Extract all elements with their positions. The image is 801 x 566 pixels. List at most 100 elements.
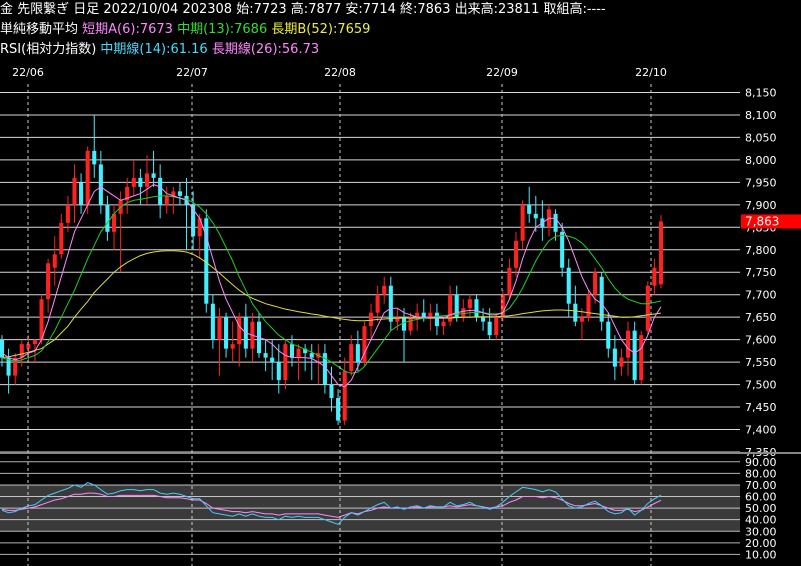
- candle-body[interactable]: [336, 398, 341, 421]
- candle-body[interactable]: [481, 317, 486, 322]
- candle-body[interactable]: [632, 330, 637, 381]
- candlestick-series[interactable]: [0, 114, 664, 426]
- candle-body[interactable]: [197, 218, 202, 237]
- candle-body[interactable]: [494, 317, 499, 336]
- candle-body[interactable]: [224, 317, 229, 349]
- candle-body[interactable]: [645, 285, 650, 331]
- candle-body[interactable]: [171, 191, 176, 196]
- x-label-2210: 22/10: [635, 66, 667, 79]
- candle-body[interactable]: [19, 344, 24, 358]
- candle-body[interactable]: [177, 191, 182, 196]
- candle-body[interactable]: [639, 335, 644, 381]
- candle-body[interactable]: [72, 177, 77, 205]
- candle-body[interactable]: [606, 321, 611, 349]
- candle-body[interactable]: [448, 294, 453, 322]
- candle-body[interactable]: [138, 177, 143, 187]
- candle-body[interactable]: [309, 353, 314, 358]
- candle-body[interactable]: [375, 294, 380, 313]
- candle-body[interactable]: [151, 173, 156, 178]
- candle-body[interactable]: [296, 348, 301, 358]
- candle-body[interactable]: [283, 344, 288, 381]
- price-pane[interactable]: 8,1508,1008,0508,0007,9507,9007,8507,800…: [0, 86, 801, 459]
- candle-body[interactable]: [191, 204, 196, 237]
- candle-body[interactable]: [355, 344, 360, 363]
- candle-body[interactable]: [0, 339, 5, 358]
- candle-body[interactable]: [461, 308, 466, 318]
- candle-body[interactable]: [520, 204, 525, 241]
- candle-body[interactable]: [500, 294, 505, 318]
- candle-body[interactable]: [415, 312, 420, 318]
- candle-body[interactable]: [164, 195, 169, 205]
- candle-body[interactable]: [507, 267, 512, 295]
- candle-body[interactable]: [652, 267, 657, 286]
- candle-body[interactable]: [421, 312, 426, 318]
- candle-body[interactable]: [454, 294, 459, 318]
- candle-body[interactable]: [237, 317, 242, 345]
- candle-body[interactable]: [230, 344, 235, 349]
- candle-body[interactable]: [65, 204, 70, 223]
- candle-body[interactable]: [59, 222, 64, 255]
- candle-body[interactable]: [395, 317, 400, 322]
- candle-body[interactable]: [46, 263, 51, 300]
- candle-body[interactable]: [144, 173, 150, 187]
- candle-body[interactable]: [92, 150, 97, 165]
- candle-body[interactable]: [349, 344, 354, 372]
- candle-body[interactable]: [276, 362, 281, 381]
- candle-body[interactable]: [52, 254, 57, 268]
- candle-body[interactable]: [382, 285, 387, 295]
- candle-body[interactable]: [329, 384, 334, 399]
- rsi-pane[interactable]: 90.0080.0070.0060.0050.0040.0030.0020.00…: [0, 456, 777, 562]
- candle-body[interactable]: [434, 312, 439, 327]
- rsi-mid-legend: 中期線(14):61.16: [100, 42, 208, 57]
- candle-body[interactable]: [263, 353, 268, 358]
- candle-body[interactable]: [612, 348, 617, 367]
- candle-body[interactable]: [428, 312, 433, 318]
- candle-body[interactable]: [98, 164, 103, 205]
- candle-body[interactable]: [368, 312, 374, 327]
- candle-body[interactable]: [441, 321, 446, 327]
- candle-body[interactable]: [467, 299, 472, 309]
- candle-body[interactable]: [125, 186, 130, 201]
- candle-body[interactable]: [85, 150, 90, 205]
- candle-body[interactable]: [105, 204, 110, 232]
- candle-body[interactable]: [487, 321, 492, 336]
- candle-body[interactable]: [593, 272, 598, 295]
- rsi-long-legend: 長期線(26):56.73: [211, 42, 320, 57]
- candle-body[interactable]: [6, 357, 11, 376]
- candle-body[interactable]: [289, 344, 295, 358]
- candle-body[interactable]: [131, 177, 136, 187]
- candle-body[interactable]: [204, 218, 209, 304]
- candle-body[interactable]: [401, 317, 407, 331]
- candle-body[interactable]: [474, 299, 479, 318]
- candle-body[interactable]: [322, 353, 327, 385]
- candle-body[interactable]: [619, 357, 624, 367]
- candle-body[interactable]: [626, 330, 631, 358]
- candle-body[interactable]: [388, 285, 393, 322]
- candle-body[interactable]: [586, 294, 591, 318]
- candle-body[interactable]: [533, 213, 538, 219]
- candle-body[interactable]: [13, 357, 18, 376]
- candle-body[interactable]: [658, 221, 664, 285]
- candle-body[interactable]: [111, 213, 117, 232]
- candle-body[interactable]: [26, 344, 31, 349]
- candle-body[interactable]: [210, 303, 215, 340]
- candle-body[interactable]: [579, 317, 584, 322]
- candle-body[interactable]: [599, 276, 604, 322]
- candle-body[interactable]: [527, 204, 532, 214]
- candle-body[interactable]: [158, 177, 163, 205]
- candle-body[interactable]: [39, 299, 44, 340]
- candle-body[interactable]: [408, 317, 413, 331]
- candle-body[interactable]: [303, 348, 308, 354]
- candle-body[interactable]: [362, 326, 367, 363]
- candle-body[interactable]: [32, 339, 37, 345]
- candle-body[interactable]: [560, 231, 565, 268]
- candle-body[interactable]: [573, 303, 578, 322]
- candle-body[interactable]: [79, 182, 84, 205]
- candle-body[interactable]: [342, 371, 347, 421]
- candle-body[interactable]: [566, 267, 571, 304]
- candle-body[interactable]: [270, 357, 275, 363]
- chart-canvas[interactable]: 8,1508,1008,0508,0007,9507,9007,8507,800…: [0, 62, 801, 566]
- candle-body[interactable]: [513, 240, 519, 268]
- candle-body[interactable]: [553, 213, 558, 232]
- candle-body[interactable]: [217, 317, 222, 340]
